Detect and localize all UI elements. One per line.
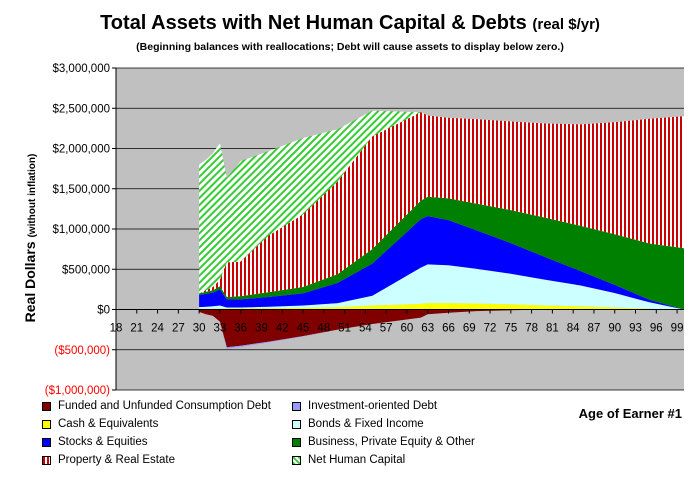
legend-label: Stocks & Equities bbox=[58, 436, 148, 448]
x-tick-label: 18 bbox=[110, 323, 123, 335]
legend-item: Bonds & Fixed Income bbox=[292, 417, 424, 431]
x-tick-label: 60 bbox=[401, 323, 414, 335]
x-tick-label: 33 bbox=[214, 323, 227, 335]
x-tick-label: 66 bbox=[442, 323, 455, 335]
x-tick-label: 96 bbox=[650, 323, 663, 335]
y-tick-label: $1,500,000 bbox=[52, 184, 110, 196]
x-tick-label: 87 bbox=[588, 323, 601, 335]
x-tick-label: 84 bbox=[567, 323, 580, 335]
x-tick-label: 27 bbox=[172, 323, 185, 335]
x-tick-label: 75 bbox=[504, 323, 517, 335]
legend-swatch bbox=[42, 437, 51, 447]
x-tick-label: 45 bbox=[297, 323, 310, 335]
y-tick-label: ($1,000,000) bbox=[45, 385, 110, 397]
x-tick-labels: 18 21 24 27 30 33 36 39 42 45 48 51 54 57 60 63 66 69 72 75… bbox=[110, 309, 684, 335]
x-tick-label: 63 bbox=[421, 323, 434, 335]
area-business-private-equity-other bbox=[199, 196, 684, 310]
legend-item: Net Human Capital bbox=[292, 453, 405, 467]
y-tick-label: $500,000 bbox=[62, 264, 110, 276]
legend-label: Bonds & Fixed Income bbox=[308, 418, 424, 430]
area-bonds-fixed-income bbox=[199, 264, 684, 310]
legend-item: Business, Private Equity & Other bbox=[292, 435, 475, 449]
legend-swatch bbox=[292, 455, 301, 465]
legend-item: Funded and Unfunded Consumption Debt bbox=[42, 399, 271, 413]
legend-label: Funded and Unfunded Consumption Debt bbox=[58, 400, 271, 412]
chart-subtitle: (Beginning balances with reallocations; … bbox=[136, 41, 564, 53]
x-tick-label: 99 bbox=[671, 323, 684, 335]
legend-label: Net Human Capital bbox=[308, 454, 406, 466]
x-tick-label: 69 bbox=[463, 323, 476, 335]
area-stocks-equities bbox=[199, 216, 684, 310]
legend-swatch bbox=[42, 419, 51, 429]
x-tick-label: 48 bbox=[317, 323, 330, 335]
legend-item: Investment-oriented Debt bbox=[292, 399, 437, 413]
chart-title: Total Assets with Net Human Capital & De… bbox=[100, 12, 600, 34]
x-axis-label: Age of Earner #1 bbox=[578, 406, 682, 421]
x-tick-label: 42 bbox=[276, 323, 289, 335]
x-tick-label: 72 bbox=[484, 323, 497, 335]
x-tick-label: 30 bbox=[193, 323, 206, 335]
legend-item: Cash & Equivalents bbox=[42, 417, 158, 431]
x-tick-label: 90 bbox=[608, 323, 621, 335]
x-tick-label: 36 bbox=[234, 323, 247, 335]
x-tick-label: 21 bbox=[130, 323, 143, 335]
y-tick-label: $2,000,000 bbox=[52, 144, 110, 156]
legend-swatch bbox=[42, 455, 51, 465]
x-tick-label: 51 bbox=[338, 323, 351, 335]
legend-item: Property & Real Estate bbox=[42, 453, 175, 467]
y-tick-label: ($500,000) bbox=[54, 345, 110, 357]
area-cash-equivalents bbox=[199, 303, 684, 310]
series-areas bbox=[199, 110, 684, 349]
x-tick-label: 93 bbox=[629, 323, 642, 335]
y-tick-labels: $3,000,000 $2,500,000 $2,000,000 $1,500,000… bbox=[45, 63, 116, 397]
y-tick-label: $0 bbox=[97, 305, 110, 317]
legend-label: Investment-oriented Debt bbox=[308, 400, 438, 412]
legend-swatch bbox=[292, 401, 301, 411]
legend-swatch bbox=[292, 437, 301, 447]
x-tick-label: 78 bbox=[525, 323, 538, 335]
y-tick-label: $2,500,000 bbox=[52, 103, 110, 115]
legend-label: Property & Real Estate bbox=[58, 454, 175, 466]
x-tick-label: 54 bbox=[359, 323, 372, 335]
area-investment-oriented-debt bbox=[199, 309, 684, 349]
legend-item: Stocks & Equities bbox=[42, 435, 147, 449]
area-funded-and-unfunded-consumption-debt bbox=[199, 309, 684, 348]
y-tick-label: $3,000,000 bbox=[52, 63, 110, 75]
legend-label: Business, Private Equity & Other bbox=[308, 436, 475, 448]
area-property-real-estate bbox=[199, 112, 684, 297]
x-tick-label: 81 bbox=[546, 323, 559, 335]
y-tick-label: $1,000,000 bbox=[52, 224, 110, 236]
x-tick-label: 24 bbox=[151, 323, 164, 335]
legend-swatch bbox=[292, 419, 301, 429]
legend-label: Cash & Equivalents bbox=[58, 418, 159, 430]
area-net-human-capital bbox=[199, 110, 684, 294]
legend-swatch bbox=[42, 401, 51, 411]
x-tick-label: 57 bbox=[380, 323, 393, 335]
x-tick-label: 39 bbox=[255, 323, 268, 335]
chart-title-units: (real $/yr) bbox=[532, 16, 600, 33]
